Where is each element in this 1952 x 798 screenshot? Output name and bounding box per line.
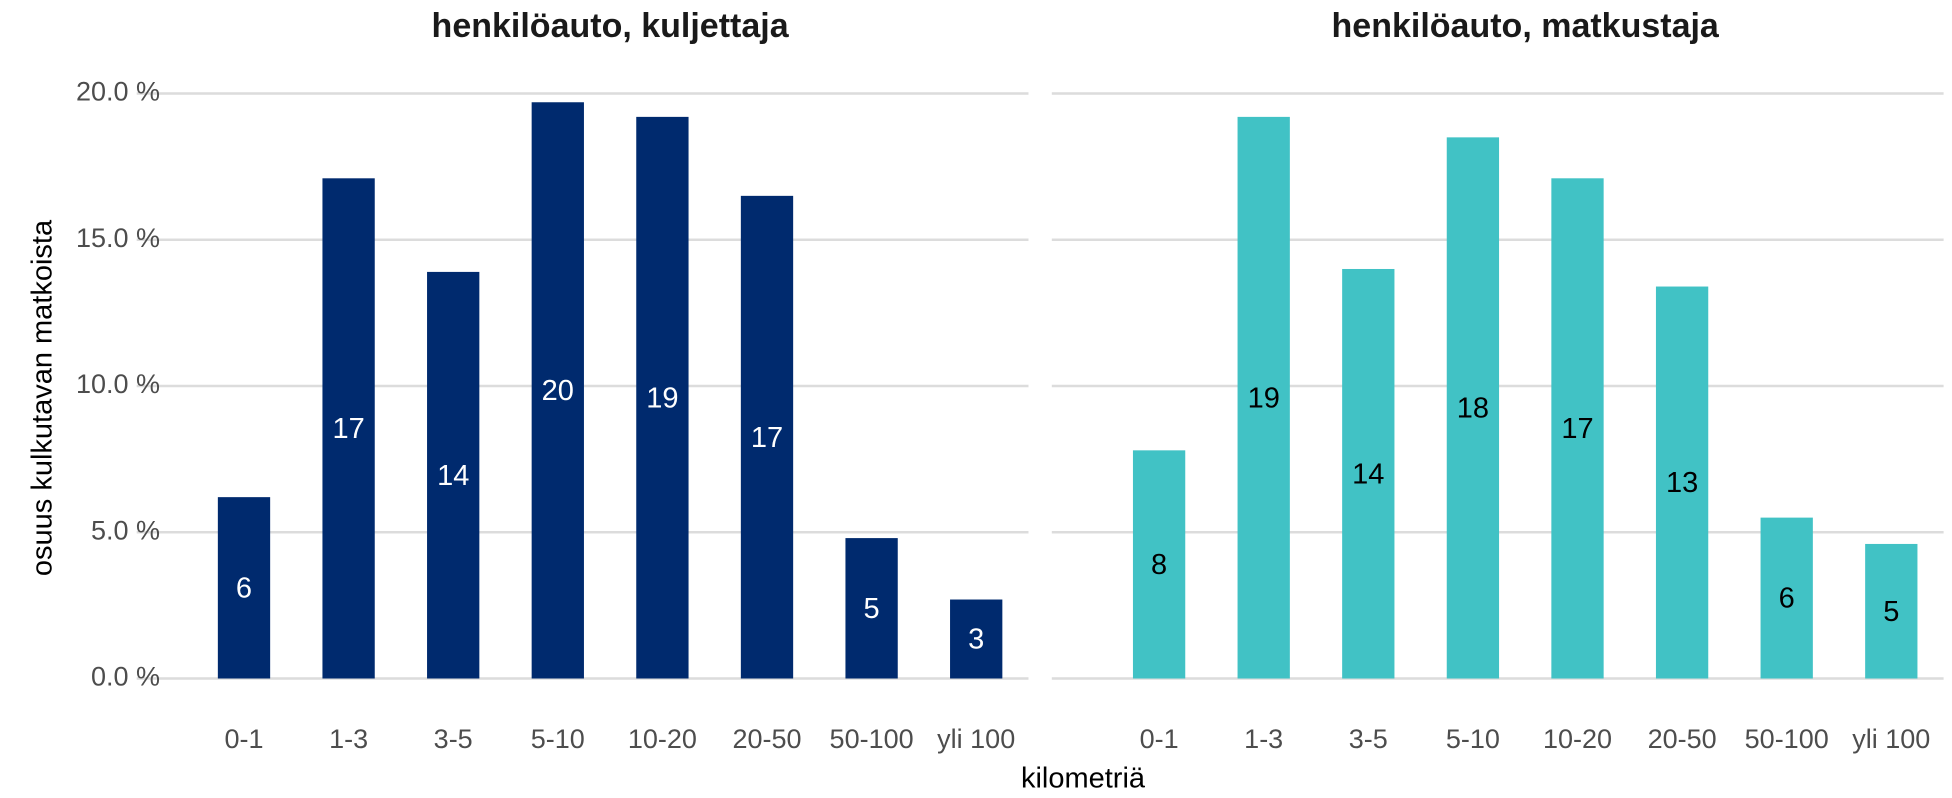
data-label: 17 (332, 413, 364, 445)
data-label: 5 (1883, 596, 1899, 628)
data-label: 14 (437, 460, 469, 492)
bar (217, 497, 271, 679)
x-tick-label: 3-5 (1349, 724, 1388, 754)
x-axis-label: kilometriä (1021, 763, 1146, 795)
data-label: 17 (1561, 413, 1593, 445)
bar (1865, 543, 1918, 679)
x-tick-label: yli 100 (1852, 724, 1930, 754)
panel-title: henkilöauto, matkustaja (1332, 7, 1720, 45)
data-label: 6 (1779, 583, 1795, 615)
x-tick-label: 5-10 (531, 724, 585, 754)
data-label: 19 (646, 382, 678, 414)
data-label: 3 (968, 624, 984, 656)
x-tick-label: 20-50 (732, 724, 801, 754)
y-tick-label: 15.0 % (76, 223, 160, 253)
x-tick-label: 5-10 (1446, 724, 1500, 754)
panel-title: henkilöauto, kuljettaja (432, 7, 790, 45)
bar (1446, 137, 1500, 679)
bar (740, 195, 794, 679)
bar (322, 178, 375, 679)
bar (636, 116, 689, 679)
x-tick-label: 1-3 (1244, 724, 1283, 754)
bar (1551, 178, 1604, 679)
x-tick-label: 3-5 (434, 724, 473, 754)
x-tick-label: 0-1 (224, 724, 263, 754)
bar (1760, 517, 1813, 679)
bar (1342, 268, 1395, 679)
data-label: 6 (236, 572, 252, 604)
x-tick-label: 0-1 (1140, 724, 1179, 754)
data-label: 17 (751, 422, 783, 454)
bar (1655, 286, 1709, 679)
x-tick-label: 1-3 (329, 724, 368, 754)
data-label: 20 (542, 375, 574, 407)
y-tick-label: 5.0 % (91, 515, 160, 545)
x-tick-label: 10-20 (628, 724, 697, 754)
bar (845, 538, 898, 679)
data-label: 18 (1457, 393, 1489, 425)
x-tick-label: 10-20 (1543, 724, 1612, 754)
data-label: 8 (1151, 549, 1167, 581)
data-label: 13 (1666, 467, 1698, 499)
x-tick-label: 20-50 (1648, 724, 1717, 754)
data-label: 5 (864, 593, 880, 625)
y-tick-label: 10.0 % (76, 369, 160, 399)
y-tick-label: 0.0 % (91, 662, 160, 692)
bar (1237, 116, 1290, 679)
x-tick-label: 50-100 (1745, 724, 1829, 754)
bar (1132, 450, 1186, 679)
y-axis-label: osuus kulkutavan matkoista (27, 219, 59, 576)
data-label: 19 (1248, 382, 1280, 414)
x-tick-label: 50-100 (830, 724, 914, 754)
bar (427, 271, 480, 679)
y-tick-label: 20.0 % (76, 77, 160, 107)
bar (950, 599, 1003, 679)
bar (531, 102, 584, 679)
data-label: 14 (1352, 458, 1384, 490)
x-tick-label: yli 100 (937, 724, 1015, 754)
